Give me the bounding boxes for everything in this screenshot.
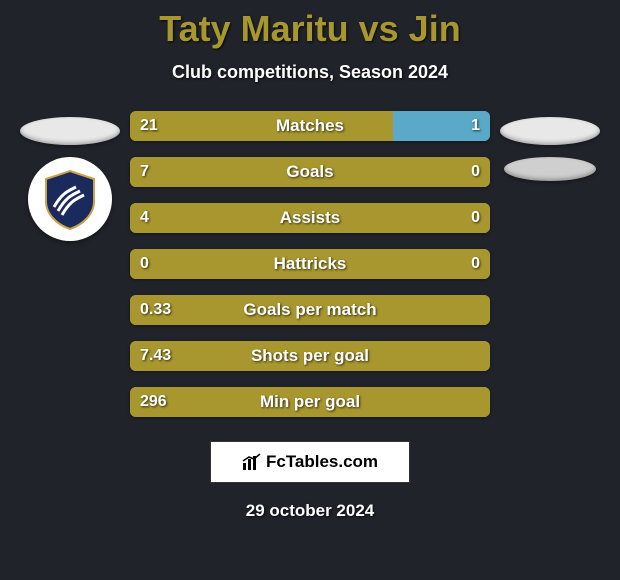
chart-icon bbox=[242, 453, 262, 471]
right-player-side bbox=[500, 111, 600, 417]
stat-bars: 211Matches70Goals40Assists00Hattricks0.3… bbox=[130, 111, 490, 417]
left-club-badge bbox=[28, 157, 112, 241]
stat-value-right: 0 bbox=[471, 157, 480, 187]
stat-bar-row: 00Hattricks bbox=[130, 249, 490, 279]
stat-bar-row: 296Min per goal bbox=[130, 387, 490, 417]
stat-value-left: 0.33 bbox=[140, 295, 171, 325]
stat-value-left: 0 bbox=[140, 249, 149, 279]
left-player-side bbox=[20, 111, 120, 417]
stat-bar-row: 7.43Shots per goal bbox=[130, 341, 490, 371]
right-player-ellipse bbox=[500, 117, 600, 145]
bar-segment-left bbox=[130, 203, 490, 233]
content: Taty Maritu vs Jin Club competitions, Se… bbox=[0, 0, 620, 580]
left-player-ellipse bbox=[20, 117, 120, 145]
stat-value-left: 7.43 bbox=[140, 341, 171, 371]
subtitle: Club competitions, Season 2024 bbox=[172, 62, 448, 83]
stat-value-left: 4 bbox=[140, 203, 149, 233]
shield-icon bbox=[38, 167, 102, 231]
stat-value-left: 21 bbox=[140, 111, 158, 141]
stat-value-left: 296 bbox=[140, 387, 167, 417]
stat-value-right: 0 bbox=[471, 203, 480, 233]
bar-segment-left bbox=[130, 249, 490, 279]
right-player-ellipse-2 bbox=[504, 157, 596, 181]
bar-segment-left bbox=[130, 295, 490, 325]
comparison-area: 211Matches70Goals40Assists00Hattricks0.3… bbox=[0, 111, 620, 417]
bar-segment-left bbox=[130, 157, 490, 187]
bar-segment-left bbox=[130, 111, 393, 141]
stat-value-right: 0 bbox=[471, 249, 480, 279]
bar-segment-left bbox=[130, 387, 490, 417]
stat-bar-row: 70Goals bbox=[130, 157, 490, 187]
stat-bar-row: 211Matches bbox=[130, 111, 490, 141]
page-title: Taty Maritu vs Jin bbox=[159, 8, 460, 50]
date-text: 29 october 2024 bbox=[246, 501, 375, 521]
bar-segment-left bbox=[130, 341, 490, 371]
stat-value-left: 7 bbox=[140, 157, 149, 187]
footer-logo-text: FcTables.com bbox=[266, 452, 378, 472]
stat-value-right: 1 bbox=[471, 111, 480, 141]
stat-bar-row: 0.33Goals per match bbox=[130, 295, 490, 325]
footer-logo: FcTables.com bbox=[210, 441, 410, 483]
stat-bar-row: 40Assists bbox=[130, 203, 490, 233]
